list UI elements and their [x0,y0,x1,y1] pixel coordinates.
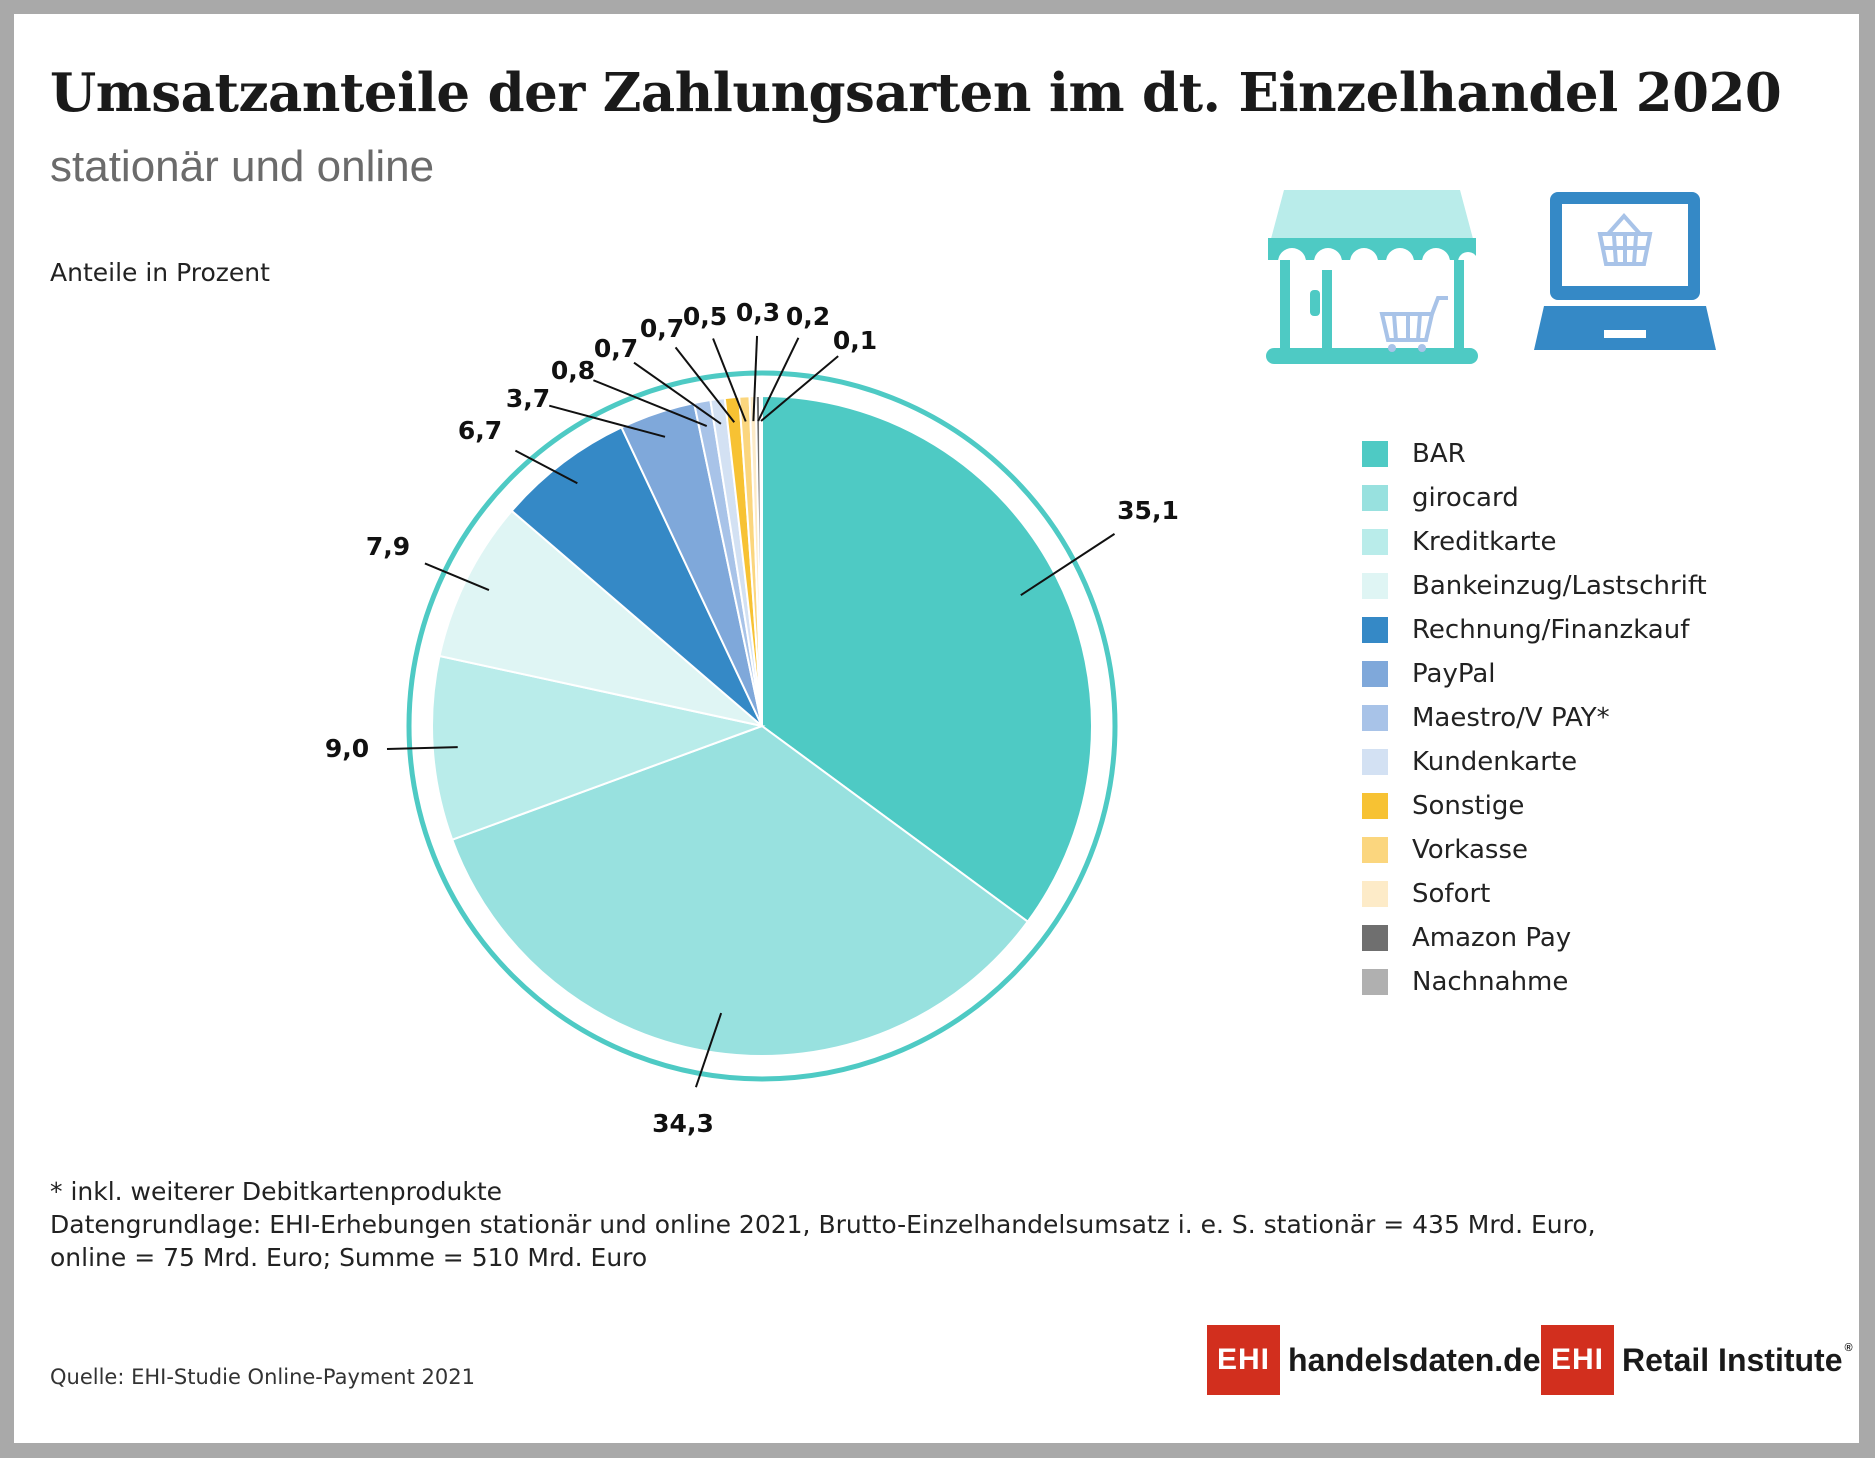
pie-slice-girocard [450,724,1030,1057]
legend-item: Nachnahme [1362,960,1707,1004]
pie-leader-lines [386,335,1116,1088]
leader-line [752,335,759,422]
legend-item: Rechnung/Finanzkauf [1362,608,1707,652]
pie-value-label: 3,7 [506,384,550,413]
chart-subtitle: stationär und online [50,142,435,191]
legend-label: Maestro/V PAY* [1412,703,1610,733]
legend-label: Bankeinzug/Lastschrift [1412,571,1707,601]
data-basis-line-1: Datengrundlage: EHI-Erhebungen stationär… [50,1210,1596,1239]
pie-value-label: 0,7 [640,314,684,343]
legend-swatch [1362,485,1388,511]
legend-item: Maestro/V PAY* [1362,696,1707,740]
ehi-logo-box: EHI [1541,1325,1615,1395]
legend-swatch [1362,617,1388,643]
legend-label: Amazon Pay [1412,923,1572,953]
leader-line [514,449,578,485]
chart-title: Umsatzanteile der Zahlungsarten im dt. E… [50,62,1782,124]
pie-value-label: 0,5 [683,302,727,331]
legend-item: Kreditkarte [1362,520,1707,564]
pie-value-label: 0,8 [551,356,595,385]
pie-value-label: 0,3 [736,298,780,327]
legend-label: Vorkasse [1412,835,1528,865]
legend-label: Kreditkarte [1412,527,1557,557]
legend-label: Sonstige [1412,791,1525,821]
pie-value-label: 6,7 [458,416,502,445]
pie-outer-ring [406,370,1118,1082]
legend-swatch [1362,881,1388,907]
ehi-retail-institute-logo[interactable]: EHI Retail Institute ® [1541,1325,1853,1395]
ehi-retail-institute-logo-text: Retail Institute ® [1622,1342,1853,1379]
pie-slice-nachnahme [758,394,763,727]
leader-line [694,1012,723,1088]
legend-swatch [1362,661,1388,687]
leader-line [424,562,490,592]
pie-value-label: 0,1 [833,326,877,355]
footnote-asterisk: * inkl. weiterer Debitkartenprodukte [50,1177,503,1206]
legend-swatch [1362,749,1388,775]
leader-line [1020,533,1116,596]
legend-swatch [1362,573,1388,599]
leader-line [548,404,666,438]
legend-item: Vorkasse [1362,828,1707,872]
legend-swatch [1362,925,1388,951]
leader-line [712,338,747,422]
pie-slice-rechnung-finanzkauf [510,426,763,727]
footnotes: * inkl. weiterer Debitkartenprodukte Dat… [50,1175,1596,1274]
legend-label: girocard [1412,483,1519,513]
leader-line [386,746,458,750]
legend-label: Rechnung/Finanzkauf [1412,615,1690,645]
legend-label: Nachnahme [1412,967,1569,997]
leader-line [633,361,722,425]
pie-value-label: 34,3 [652,1109,714,1138]
legend-item: BAR [1362,432,1707,476]
legend-swatch [1362,705,1388,731]
legend-item: PayPal [1362,652,1707,696]
registered-mark: ® [1844,1341,1853,1354]
legend-swatch [1362,837,1388,863]
pie-slice-bar [761,394,1093,924]
laptop-with-shopping-basket-icon [1534,192,1716,350]
legend-item: Amazon Pay [1362,916,1707,960]
legend-item: girocard [1362,476,1707,520]
pie-value-labels: 35,134,39,07,96,73,70,80,70,70,5 0,3 0,20,… [325,298,1179,1138]
leader-line [593,379,708,427]
legend-swatch [1362,793,1388,819]
legend-label: Kundenkarte [1412,747,1578,777]
store-with-shopping-cart-icon [1266,190,1478,364]
leader-line [760,355,839,422]
pie-value-label: 0,7 [594,334,638,363]
handelsdaten-logo-text: handelsdaten.de [1288,1341,1541,1378]
pie-value-label: 35,1 [1117,496,1179,525]
legend-swatch [1362,441,1388,467]
ehi-logo-box: EHI [1207,1325,1281,1395]
pie-value-label: 0,2 [786,302,830,331]
leader-line [757,337,800,422]
legend-item: Sonstige [1362,784,1707,828]
source-note: Quelle: EHI-Studie Online-Payment 2021 [50,1365,475,1389]
pie-slice-bankeinzug-lastschrift [438,509,763,727]
pie-value-label: 9,0 [325,734,369,763]
data-basis-line-2: online = 75 Mrd. Euro; Summe = 510 Mrd. … [50,1243,648,1272]
pie-slice-kreditkarte [431,654,766,842]
unit-label: Anteile in Prozent [50,258,270,287]
legend-swatch [1362,529,1388,555]
retail-institute-text: Retail Institute [1622,1341,1843,1378]
legend-label: BAR [1412,439,1466,469]
chart-legend: BAR girocard Kreditkarte Bankeinzug/Lastsch… [1362,432,1707,1004]
legend-item: Kundenkarte [1362,740,1707,784]
legend-item: Bankeinzug/Lastschrift [1362,564,1707,608]
legend-label: PayPal [1412,659,1496,689]
leader-line [674,346,736,423]
pie-slices [431,394,1093,1057]
handelsdaten-logo[interactable]: EHI handelsdaten.de [1207,1325,1541,1395]
legend-swatch [1362,969,1388,995]
pie-value-label: 7,9 [366,532,410,561]
legend-item: Sofort [1362,872,1707,916]
legend-label: Sofort [1412,879,1491,909]
